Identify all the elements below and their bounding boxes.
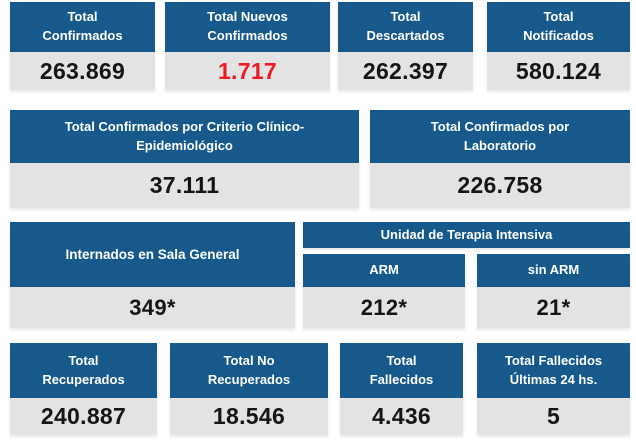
stat-card-total-fallecidos-24hs: Total Fallecidos Últimas 24 hs. 5	[477, 343, 630, 435]
stat-value: 21*	[477, 287, 630, 328]
stat-value: 4.436	[340, 398, 463, 435]
stat-card-total-confirmados: Total Confirmados 263.869	[10, 2, 155, 90]
stat-value: 226.758	[370, 163, 630, 208]
stat-label: Total Confirmados por Laboratorio	[370, 110, 630, 163]
stat-value: 212*	[303, 287, 465, 328]
stat-card-internados-sala-general: Internados en Sala General 349*	[10, 222, 295, 328]
stat-value: 240.887	[10, 398, 157, 435]
stat-label: Total Confirmados por Criterio Clínico-E…	[10, 110, 359, 163]
stat-card-total-no-recuperados: Total No Recuperados 18.546	[170, 343, 328, 435]
stat-card-total-notificados: Total Notificados 580.124	[487, 2, 630, 90]
stat-value-highlighted: 1.717	[165, 52, 330, 90]
stat-label: ARM	[303, 254, 465, 287]
stat-label: Total Confirmados	[10, 2, 155, 52]
stat-label: Total Nuevos Confirmados	[165, 2, 330, 52]
stat-card-icu-sin-arm: sin ARM 21*	[477, 254, 630, 328]
stat-card-total-recuperados: Total Recuperados 240.887	[10, 343, 157, 435]
stat-card-confirmados-laboratorio: Total Confirmados por Laboratorio 226.75…	[370, 110, 630, 208]
stat-card-total-nuevos-confirmados: Total Nuevos Confirmados 1.717	[165, 2, 330, 90]
stat-label: Total Notificados	[487, 2, 630, 52]
stat-label: Internados en Sala General	[10, 222, 295, 287]
stat-label: Unidad de Terapia Intensiva	[303, 222, 630, 248]
stat-label: sin ARM	[477, 254, 630, 287]
stat-card-icu-arm: ARM 212*	[303, 254, 465, 328]
stat-card-confirmados-criterio-clinico: Total Confirmados por Criterio Clínico-E…	[10, 110, 359, 208]
stat-label: Total Descartados	[338, 2, 473, 52]
stat-value: 263.869	[10, 52, 155, 90]
stat-value: 349*	[10, 287, 295, 328]
stat-label: Total Fallecidos	[340, 343, 463, 398]
stat-label: Total Fallecidos Últimas 24 hs.	[477, 343, 630, 398]
stat-value: 580.124	[487, 52, 630, 90]
stat-value: 18.546	[170, 398, 328, 435]
stat-card-total-descartados: Total Descartados 262.397	[338, 2, 473, 90]
stat-label: Total No Recuperados	[170, 343, 328, 398]
stat-value: 5	[477, 398, 630, 435]
stat-card-total-fallecidos: Total Fallecidos 4.436	[340, 343, 463, 435]
stat-value: 262.397	[338, 52, 473, 90]
stat-label: Total Recuperados	[10, 343, 157, 398]
icu-group-header: Unidad de Terapia Intensiva	[303, 222, 630, 248]
stat-value: 37.111	[10, 163, 359, 208]
